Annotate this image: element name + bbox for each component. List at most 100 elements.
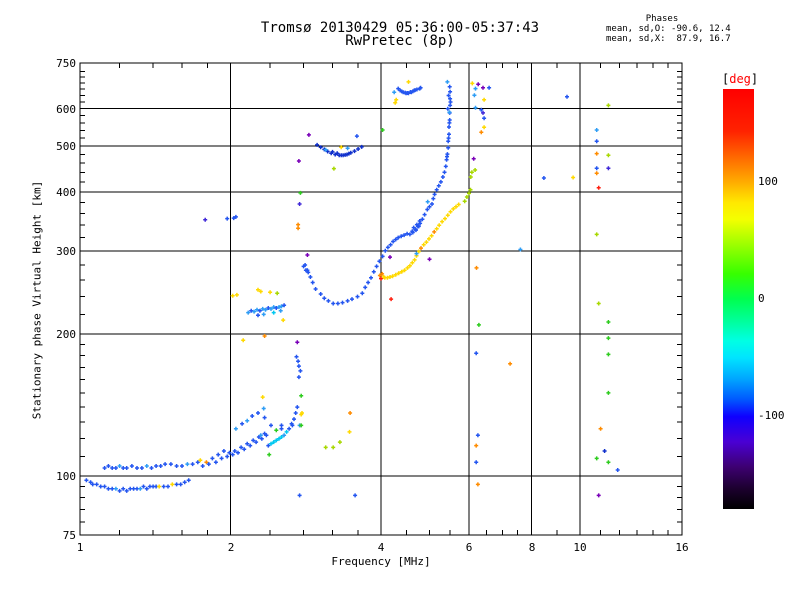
data-point — [282, 433, 287, 438]
data-point — [281, 318, 286, 323]
data-point — [410, 260, 415, 265]
data-point — [594, 139, 599, 144]
data-point — [594, 128, 599, 132]
data-point — [436, 183, 441, 188]
data-point — [407, 263, 412, 268]
data-point — [474, 265, 479, 270]
data-point — [447, 132, 451, 137]
phase-stats-o-mode: mean, sd,O: -90.6, 12.4 — [606, 24, 731, 34]
data-point — [292, 417, 296, 422]
data-point — [246, 310, 251, 315]
x-tick-label: 2 — [227, 541, 235, 554]
data-point — [318, 292, 323, 296]
data-point — [432, 229, 437, 234]
data-point — [331, 445, 336, 450]
data-point — [445, 106, 450, 111]
data-point — [414, 228, 418, 233]
data-point — [352, 149, 357, 154]
data-point — [258, 289, 263, 294]
data-point — [346, 151, 351, 156]
data-point — [293, 411, 298, 415]
data-point — [274, 438, 279, 443]
data-point — [468, 187, 473, 192]
data-point — [135, 466, 139, 470]
data-point — [396, 235, 401, 240]
data-point — [476, 322, 481, 327]
data-point — [427, 257, 432, 262]
data-point — [230, 293, 235, 298]
data-point — [473, 105, 478, 110]
data-point — [210, 456, 215, 461]
data-point — [232, 449, 237, 453]
data-point — [385, 245, 390, 250]
data-point — [88, 480, 93, 485]
data-point — [298, 190, 303, 195]
data-point — [350, 297, 354, 302]
data-point — [213, 460, 218, 465]
data-point — [399, 234, 404, 239]
data-point — [141, 484, 146, 489]
data-point — [464, 195, 469, 199]
y-tick-label: 600 — [56, 103, 76, 116]
data-point — [113, 466, 118, 470]
data-point — [407, 232, 412, 237]
data-point — [360, 291, 365, 296]
data-point — [454, 204, 458, 209]
y-tick-label: 500 — [56, 140, 76, 153]
data-point — [430, 202, 434, 206]
data-point — [565, 94, 569, 99]
data-point — [254, 440, 259, 445]
data-point — [421, 242, 426, 247]
data-point — [473, 168, 478, 172]
data-point — [296, 364, 301, 369]
data-point — [348, 411, 353, 415]
data-point — [388, 255, 392, 260]
data-point — [294, 354, 299, 359]
colorbar — [722, 88, 755, 510]
data-point — [117, 464, 122, 468]
data-point — [448, 103, 453, 108]
data-point — [474, 351, 479, 356]
x-tick-label: 16 — [675, 541, 689, 554]
data-point — [121, 486, 126, 491]
data-point — [227, 450, 232, 455]
data-point — [345, 298, 350, 303]
data-point — [474, 443, 479, 448]
data-point — [266, 443, 271, 448]
data-point — [256, 313, 260, 318]
data-point — [318, 145, 323, 150]
data-point — [596, 301, 601, 306]
data-point — [287, 426, 292, 431]
data-point — [174, 464, 179, 468]
data-point — [596, 185, 601, 190]
data-point — [602, 449, 607, 453]
data-point — [385, 275, 390, 280]
data-point — [363, 285, 368, 290]
data-point — [266, 306, 271, 310]
x-axis-title: Frequency [MHz] — [331, 555, 431, 568]
data-point — [419, 246, 423, 251]
data-point — [306, 270, 311, 275]
data-point — [340, 300, 345, 305]
data-point — [94, 482, 99, 487]
data-point — [124, 488, 129, 493]
data-point — [369, 275, 373, 280]
data-point — [354, 134, 359, 139]
data-point — [149, 466, 154, 470]
data-point — [168, 462, 173, 467]
data-point — [271, 440, 276, 445]
data-point — [414, 251, 419, 256]
data-point — [299, 412, 304, 417]
data-point — [420, 217, 425, 222]
data-point — [295, 405, 300, 410]
data-point — [337, 440, 342, 445]
data-point — [422, 212, 427, 217]
data-point — [475, 482, 480, 487]
data-point — [380, 254, 385, 259]
data-point — [296, 359, 301, 364]
data-point — [410, 229, 415, 234]
data-point — [198, 458, 203, 463]
data-point — [269, 441, 273, 446]
